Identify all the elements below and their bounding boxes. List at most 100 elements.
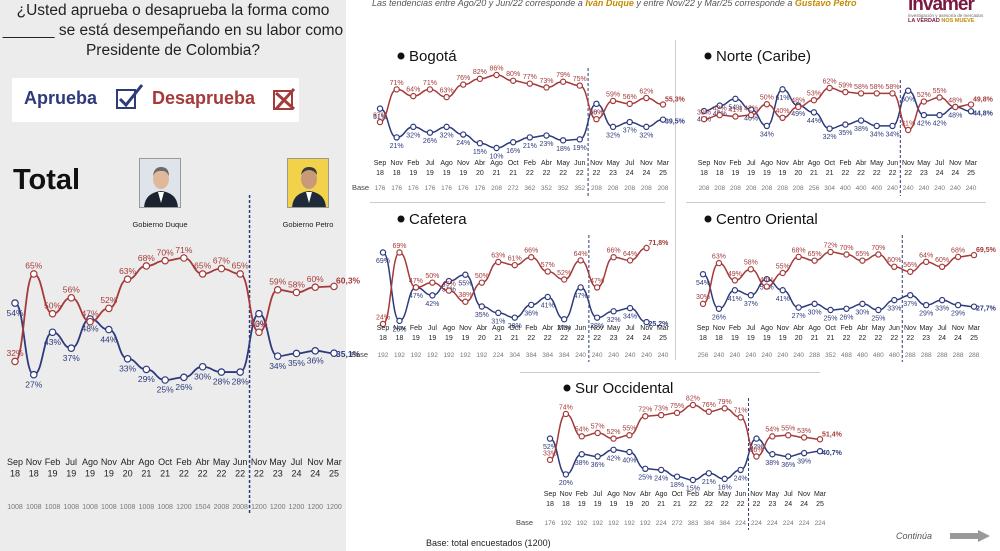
approve-point [559, 137, 567, 144]
x-tick-year: 24 [954, 335, 962, 342]
base-value: 384 [526, 352, 537, 359]
x-tick-label: Nov 24 [307, 457, 324, 479]
disapprove-data-label: 32% [6, 348, 23, 358]
x-tick-month: Jul [625, 160, 634, 167]
x-tick-year: 22 [593, 170, 601, 177]
approve-data-label: 35,1% [336, 349, 361, 359]
base-value: 208 [777, 185, 788, 192]
disapprove-point [891, 263, 898, 271]
subtitle: Las tendencias entre Ago/20 y Jun/22 cor… [372, 0, 856, 8]
disapprove-point [594, 429, 601, 437]
x-tick-year: 18 [700, 170, 708, 177]
disapprove-data-label: 67% [213, 255, 230, 265]
approve-data-label: 24% [734, 476, 748, 483]
approve-data-label: 19% [573, 145, 587, 152]
disapprove-point [593, 115, 600, 123]
x-tick-label: Nov 19 [101, 457, 118, 479]
x-tick-label: Nov 24 [640, 325, 653, 342]
base-value: 383 [688, 520, 699, 527]
approve-point [142, 365, 151, 374]
x-tick-year: 22 [576, 170, 584, 177]
base-value: 224 [783, 520, 794, 527]
x-tick-year: 22 [841, 170, 849, 177]
x-tick-year: 22 [874, 335, 882, 342]
approve-point [816, 448, 824, 455]
x-tick-month: May [920, 325, 934, 332]
approve-point [643, 318, 650, 326]
x-tick-label: Feb 22 [525, 325, 537, 342]
x-tick-month: Sep [544, 491, 557, 498]
disapprove-point [123, 275, 132, 284]
approve-data-label: 33% [887, 306, 901, 313]
x-tick-label: Sep 18 [7, 457, 23, 479]
disapprove-data-label: 59% [269, 277, 286, 287]
approve-data-label: 18% [556, 146, 570, 153]
x-tick-month: Sep [698, 160, 711, 167]
approve-point [560, 316, 568, 323]
approve-point [891, 296, 898, 304]
disapprove-data-label: 40% [776, 108, 790, 115]
approve-data-label: 37% [63, 353, 80, 363]
x-tick-year: 19 [459, 170, 467, 177]
disapprove-data-label: 60% [935, 257, 949, 264]
base-value: 192 [427, 352, 438, 359]
disapprove-data-label: 51,4% [822, 431, 843, 438]
continua-link[interactable]: Continúa [896, 531, 933, 541]
x-tick-label: May 23 [920, 325, 934, 342]
disapprove-data-label: 54% [765, 427, 779, 434]
x-tick-year: 22 [235, 469, 245, 479]
approve-point [954, 301, 962, 309]
approve-data-label: 23% [539, 141, 553, 148]
x-tick-month: Oct [509, 325, 520, 332]
disapprove-data-label: 56% [623, 94, 637, 101]
disapprove-data-label: 50% [425, 273, 439, 280]
x-tick-label: Feb 19 [729, 325, 741, 342]
approve-data-label: 36% [524, 311, 538, 318]
approve-data-label: 61% [776, 95, 790, 102]
disapprove-data-label: 40% [589, 110, 603, 117]
approve-data-label: 21% [390, 143, 404, 150]
checkbox-check-icon [116, 84, 144, 109]
approve-point [478, 303, 486, 310]
arrow-right-icon[interactable] [950, 530, 990, 542]
approve-point [610, 446, 617, 453]
x-tick-label: Jun 22 [887, 160, 898, 177]
x-tick-month: Ago [440, 160, 453, 167]
x-tick-month: Nov [251, 457, 268, 467]
x-tick-year: 19 [747, 335, 755, 342]
approve-point [460, 131, 467, 138]
approve-point [753, 435, 760, 442]
base-value: 1200 [289, 504, 305, 511]
x-tick-year: 25 [970, 335, 978, 342]
x-tick-month: Nov [750, 491, 763, 498]
base-value: 240 [777, 352, 788, 359]
disapprove-data-label: 66% [607, 248, 621, 255]
base-value: 240 [658, 352, 669, 359]
approve-point [875, 306, 882, 314]
x-tick-month: Jun [889, 325, 900, 332]
disapprove-point [889, 90, 896, 97]
disapprove-data-label: 45% [442, 281, 456, 288]
disapprove-data-label: 30% [696, 294, 710, 301]
x-tick-label: Ago 21 [492, 325, 505, 342]
x-tick-month: Nov [101, 457, 118, 467]
x-tick-year: 24 [800, 501, 808, 508]
base-value: 176 [425, 185, 436, 192]
approve-point [593, 314, 601, 321]
x-tick-label: Oct 21 [825, 325, 836, 342]
base-row-label: Base [352, 183, 369, 192]
x-tick-year: 22 [873, 170, 881, 177]
base-value: 224 [493, 352, 504, 359]
approve-point [626, 448, 633, 456]
base-value: 272 [672, 520, 683, 527]
x-tick-label: Jul 19 [428, 325, 437, 342]
x-tick-month: Nov [776, 160, 789, 167]
x-tick-label: Nov 18 [713, 160, 726, 177]
approve-data-label: 24% [456, 140, 470, 147]
x-tick-year: 18 [393, 170, 401, 177]
x-tick-year: 19 [779, 335, 787, 342]
x-tick-month: Jul [593, 491, 602, 498]
x-tick-label: Abr 22 [703, 491, 715, 508]
base-value: 240 [608, 352, 619, 359]
x-tick-year: 21 [141, 469, 151, 479]
